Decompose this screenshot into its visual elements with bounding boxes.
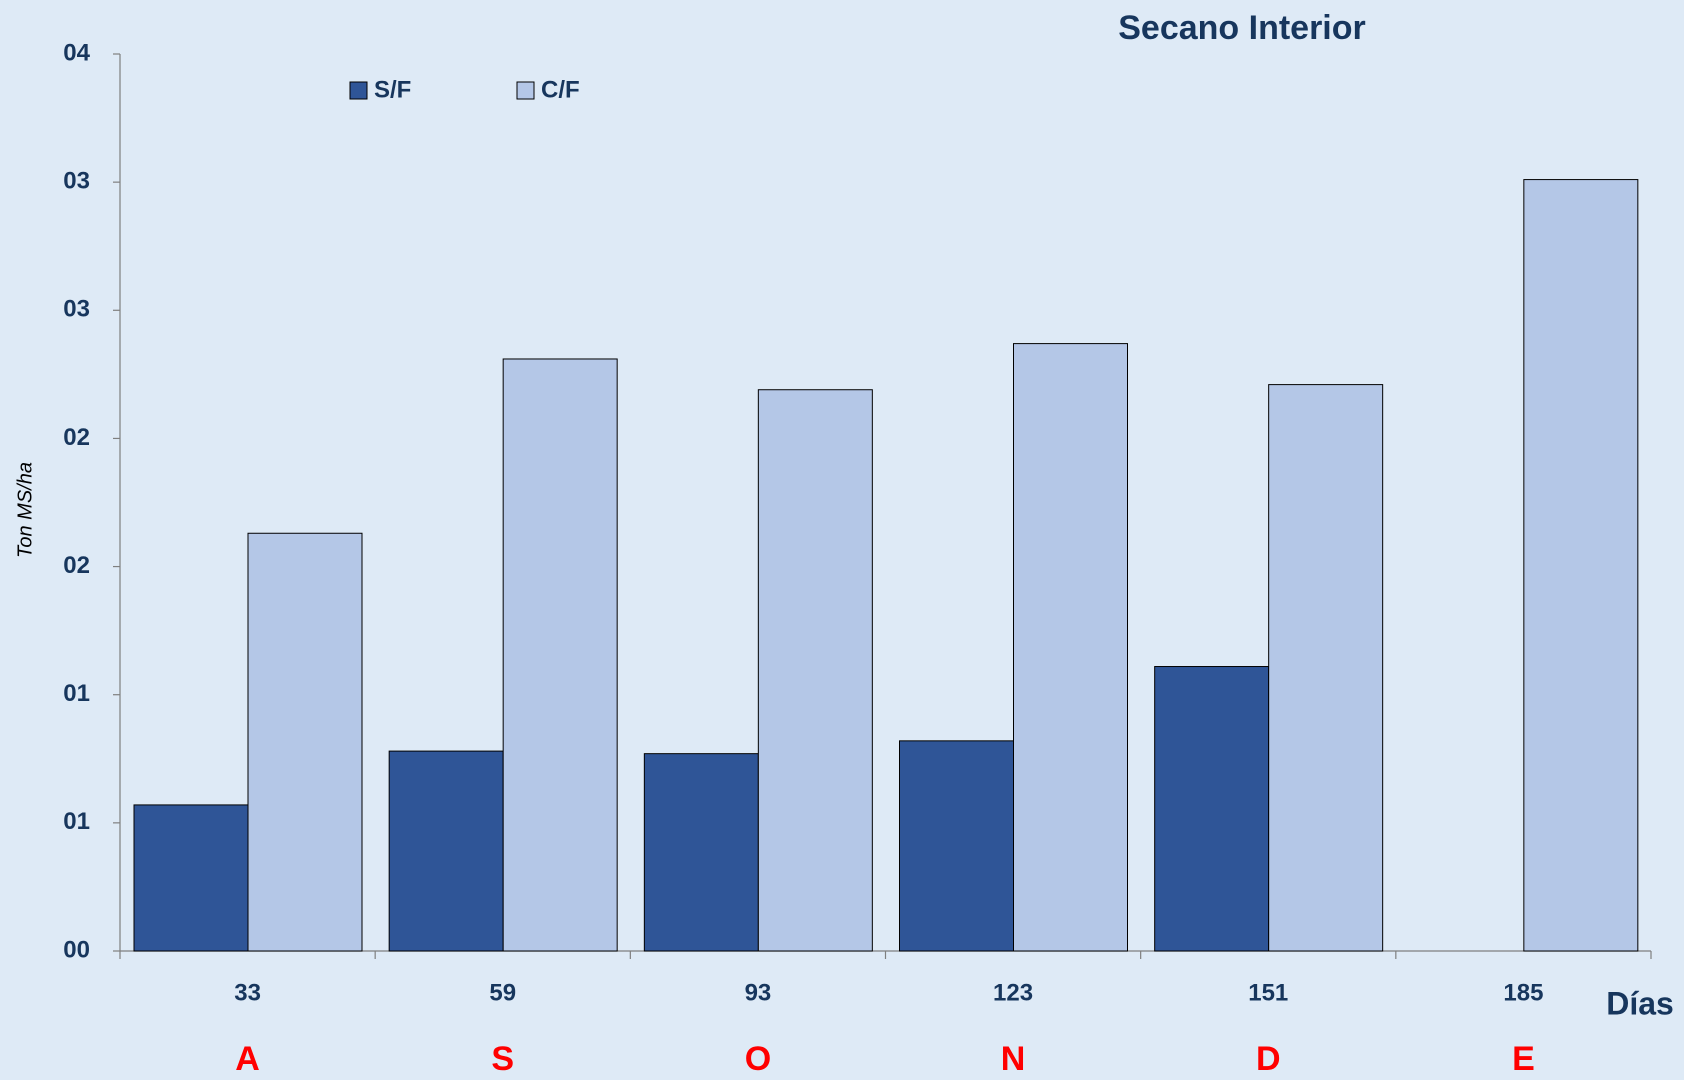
month-label: O [745,1040,771,1078]
y-tick-label: 00 [63,936,90,963]
x-tick-label: 151 [1248,979,1288,1006]
legend-label: C/F [541,76,580,103]
bar [757,389,873,952]
y-tick-label: 01 [63,808,90,835]
bar [247,532,363,952]
month-label: D [1256,1040,1281,1078]
x-tick-label: 123 [993,979,1033,1006]
bar [899,740,1014,952]
y-tick-label: 03 [63,167,90,194]
y-tick-label: 01 [63,680,90,707]
y-tick-label: 02 [63,552,90,579]
y-axis-label: Ton MS/ha [14,462,36,558]
bar [1523,179,1639,952]
bar [643,753,759,952]
month-label: N [1001,1040,1026,1078]
month-label: E [1512,1040,1535,1078]
bar [133,804,249,952]
x-axis-label: Días [1606,985,1674,1021]
x-tick-label: 93 [745,979,772,1006]
bar [1013,343,1128,952]
legend-swatch [516,81,535,100]
legend-label: S/F [374,76,411,103]
bar [502,358,618,952]
bar [1268,384,1384,952]
y-tick-label: 04 [63,39,90,66]
month-label: S [491,1040,514,1078]
month-label: A [235,1040,260,1078]
chart-title: Secano Interior [1118,9,1366,47]
x-tick-label: 33 [234,979,261,1006]
legend-swatch [349,81,368,100]
bar [388,750,504,952]
bar [1154,666,1270,952]
y-tick-label: 02 [63,424,90,451]
y-tick-label: 03 [63,296,90,323]
x-tick-label: 59 [489,979,516,1006]
x-tick-label: 185 [1503,979,1543,1006]
